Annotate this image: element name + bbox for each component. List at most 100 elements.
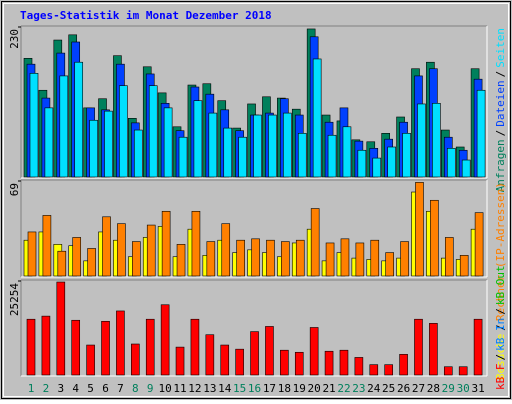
legend-separator: / — [494, 71, 507, 78]
bar — [283, 112, 292, 178]
bar — [87, 248, 96, 277]
x-tick-label: 31 — [471, 382, 484, 395]
bar — [191, 210, 201, 277]
bar — [414, 318, 423, 376]
x-tick-label: 16 — [248, 382, 261, 395]
bar — [265, 326, 274, 376]
bar — [190, 318, 200, 376]
bar — [44, 107, 54, 178]
bar — [29, 73, 39, 178]
bar — [327, 134, 337, 178]
bar — [145, 318, 155, 376]
x-tick-label: 19 — [293, 382, 306, 395]
legend-entry: Anfragen — [494, 139, 507, 192]
bar — [324, 350, 334, 376]
bar — [297, 133, 307, 178]
y-tick-label: 25254 — [8, 283, 21, 316]
bar — [399, 354, 408, 376]
bar — [72, 237, 82, 277]
x-tick-label: 6 — [102, 382, 109, 395]
bar — [176, 244, 186, 277]
legend-separator: / — [494, 308, 507, 315]
bar — [41, 315, 51, 376]
bar — [208, 112, 218, 178]
bar — [119, 85, 128, 178]
bar — [476, 89, 486, 178]
bar — [74, 61, 84, 178]
bar — [474, 212, 484, 277]
bar — [27, 231, 37, 277]
bar — [370, 239, 380, 277]
bar — [26, 318, 36, 376]
bar — [295, 239, 305, 277]
bar — [417, 103, 426, 178]
x-tick-label: 5 — [87, 382, 94, 395]
legend-separator: / — [494, 354, 507, 361]
bar — [42, 215, 52, 277]
x-tick-label: 11 — [173, 382, 186, 395]
x-tick-label: 3 — [57, 382, 64, 395]
bar — [175, 346, 185, 376]
bar — [253, 114, 262, 178]
bar — [236, 239, 245, 277]
bar — [355, 242, 365, 277]
x-tick-label: 14 — [218, 382, 232, 395]
legend-entry: Seiten — [494, 28, 507, 68]
x-tick-label: 8 — [132, 382, 139, 395]
x-tick-label: 22 — [337, 382, 350, 395]
bar — [146, 224, 156, 277]
legend-entry: Dateien — [494, 80, 507, 126]
bar — [369, 364, 379, 376]
bar — [161, 210, 171, 277]
bar — [387, 146, 396, 178]
bar — [116, 310, 125, 376]
bar — [446, 148, 456, 178]
x-tick-label: 28 — [427, 382, 440, 395]
x-tick-label: 26 — [397, 382, 410, 395]
bar — [89, 119, 98, 178]
x-tick-label: 7 — [117, 382, 124, 395]
bar — [250, 331, 259, 376]
bar — [71, 319, 81, 376]
bar — [357, 149, 367, 178]
bar — [280, 349, 289, 376]
legend: Anfragen / Dateien / Seiten — [494, 28, 507, 192]
x-tick-label: 15 — [233, 382, 246, 395]
bar — [432, 103, 441, 178]
bar — [429, 323, 438, 376]
x-tick-label: 20 — [308, 382, 321, 395]
bar — [400, 241, 409, 277]
inner-border — [3, 3, 509, 397]
bar — [339, 349, 349, 376]
bar — [220, 344, 230, 376]
bar — [312, 58, 322, 178]
bar — [59, 75, 69, 178]
x-tick-label: 25 — [382, 382, 395, 395]
legend-entry: kB In — [494, 318, 507, 351]
bar — [384, 364, 393, 376]
bar — [268, 114, 277, 178]
bar — [251, 238, 260, 277]
bar — [458, 366, 468, 376]
x-tick-label: 4 — [72, 382, 79, 395]
bar — [473, 318, 483, 376]
bar — [134, 129, 143, 178]
bar — [402, 133, 411, 178]
bar — [102, 216, 111, 277]
x-tick-label: 24 — [367, 382, 381, 395]
bar — [221, 223, 231, 277]
bar — [206, 241, 216, 277]
bar — [415, 182, 424, 277]
legend: kB F/kB In/kB Out — [494, 265, 507, 390]
legend-entry: Rechner (IP-Adressen) — [494, 182, 507, 321]
bar — [294, 351, 304, 376]
bar — [104, 110, 113, 178]
bar — [444, 237, 454, 277]
bar — [57, 250, 67, 277]
legend-separator: / — [494, 130, 507, 137]
bar — [117, 223, 126, 277]
x-tick-label: 21 — [322, 382, 335, 395]
x-tick-label: 29 — [442, 382, 455, 395]
